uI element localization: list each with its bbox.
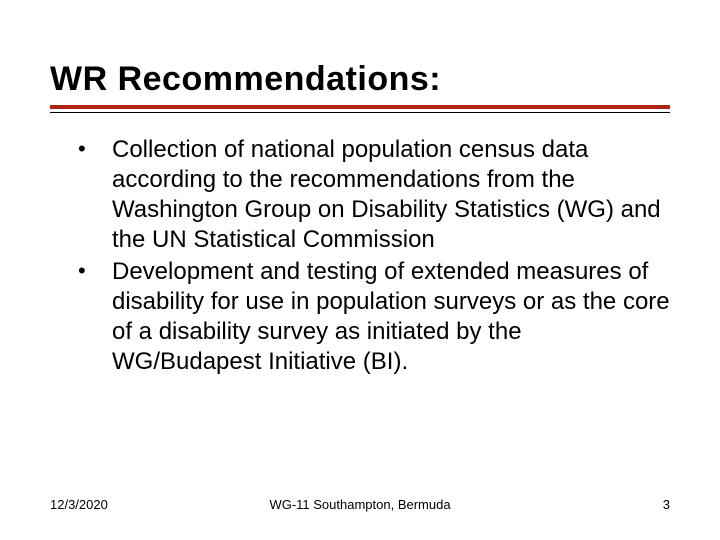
title-underline xyxy=(50,105,670,113)
bullet-list: Collection of national population census… xyxy=(50,135,670,377)
footer-center-text: WG-11 Southampton, Bermuda xyxy=(269,497,450,512)
footer-page-number: 3 xyxy=(663,497,670,512)
underline-thin-bar xyxy=(50,112,670,113)
slide-title: WR Recommendations: xyxy=(50,60,670,99)
slide-footer: 12/3/2020 WG-11 Southampton, Bermuda 3 xyxy=(50,497,670,512)
bullet-item: Collection of national population census… xyxy=(78,135,670,255)
bullet-item: Development and testing of extended meas… xyxy=(78,257,670,377)
footer-date: 12/3/2020 xyxy=(50,497,108,512)
slide: WR Recommendations: Collection of nation… xyxy=(0,0,720,540)
